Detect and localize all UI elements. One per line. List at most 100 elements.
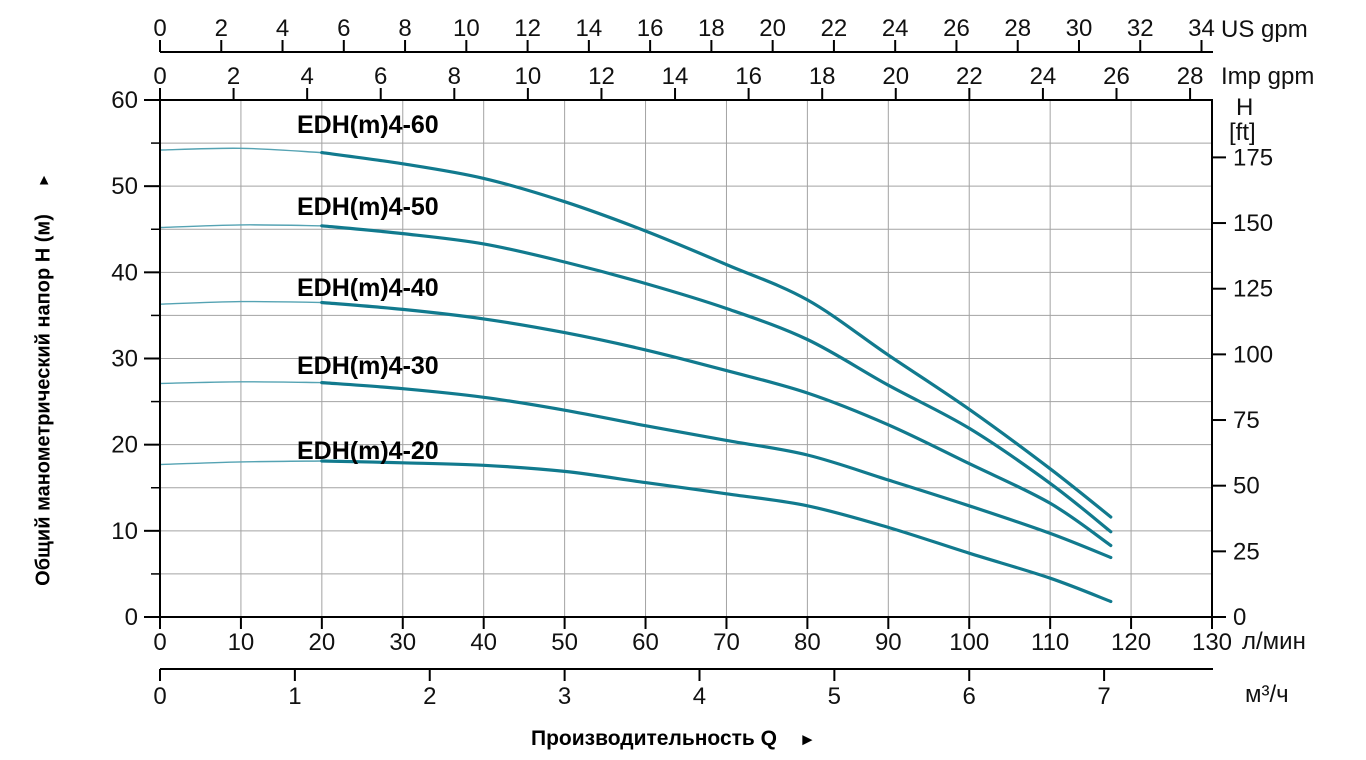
pump-curve-EDH(m)4-30 (320, 381, 1113, 560)
us-gpm-tick-label: 8 (398, 15, 411, 42)
curve-label-edhm4-30: EDH(m)4-30 (297, 352, 439, 380)
curve-label-edhm4-20: EDH(m)4-20 (297, 437, 439, 465)
us-gpm-tick-label: 16 (637, 15, 664, 42)
pump-curve-EDH(m)4-50 (320, 224, 1113, 534)
h-ft-tick-label: 0 (1233, 604, 1246, 631)
pump-curve-thin-EDH(m)4-40 (159, 300, 323, 305)
h-m-tick-label: 20 (111, 432, 138, 459)
imp-gpm-tick-label: 22 (956, 63, 983, 90)
us-gpm-tick-label: 24 (882, 15, 909, 42)
imp-gpm-unit-label: Imp gpm (1221, 63, 1315, 90)
m3h-tick-label: 4 (693, 683, 706, 710)
us-gpm-tick-label: 14 (576, 15, 603, 42)
lmin-tick-label: 90 (875, 629, 902, 656)
imp-gpm-tick-label: 14 (662, 63, 689, 90)
h-ft-tick-label: 150 (1233, 210, 1273, 237)
h-m-tick-label: 10 (111, 518, 138, 545)
imp-gpm-tick-label: 26 (1103, 63, 1130, 90)
m3h-axis (159, 668, 1213, 681)
lmin-tick-label: 130 (1192, 629, 1232, 656)
imp-gpm-tick-label: 0 (153, 63, 166, 90)
h-m-tick-label: 30 (111, 346, 138, 373)
pump-curve-EDH(m)4-60 (320, 151, 1113, 519)
m3h-unit-label: м³/ч (1245, 681, 1289, 708)
y-axis-arrow-icon: ▲ (36, 171, 52, 189)
us-gpm-tick-label: 18 (698, 15, 725, 42)
imp-gpm-tick-label: 6 (374, 63, 387, 90)
us-gpm-axis (159, 40, 1213, 53)
curve-label-edhm4-40: EDH(m)4-40 (297, 274, 439, 302)
m3h-tick-label: 6 (963, 683, 976, 710)
right-axis-ft-label: [ft] (1229, 119, 1256, 146)
h-ft-tick-label: 100 (1233, 341, 1273, 368)
lmin-tick-label: 50 (551, 629, 578, 656)
right-axis-h-label: H (1236, 94, 1254, 121)
us-gpm-tick-label: 34 (1188, 15, 1215, 42)
y-axis-title: Общий манометрический напор Н (м) (32, 214, 55, 586)
h-m-tick-label: 60 (111, 87, 138, 114)
pump-curve-thin-EDH(m)4-20 (159, 460, 323, 466)
us-gpm-tick-label: 22 (821, 15, 848, 42)
h-ft-tick-label: 175 (1233, 144, 1273, 171)
h-ft-tick-label: 25 (1233, 538, 1260, 565)
lmin-axis (159, 617, 1213, 629)
us-gpm-tick-label: 2 (215, 15, 228, 42)
lmin-tick-label: 80 (794, 629, 821, 656)
lmin-tick-label: 120 (1111, 629, 1151, 656)
left-axis (144, 99, 160, 618)
h-m-tick-label: 50 (111, 173, 138, 200)
m3h-tick-label: 5 (828, 683, 841, 710)
lmin-unit-label: л/мин (1242, 628, 1306, 655)
m3h-tick-label: 1 (288, 683, 301, 710)
imp-gpm-axis (159, 88, 1192, 100)
lmin-tick-label: 110 (1031, 629, 1069, 656)
pump-curve-EDH(m)4-20 (320, 459, 1113, 604)
us-gpm-unit-label: US gpm (1221, 16, 1308, 43)
lmin-tick-label: 40 (470, 629, 497, 656)
h-ft-tick-label: 125 (1233, 276, 1273, 303)
imp-gpm-tick-label: 28 (1177, 63, 1204, 90)
x-axis-title: Производительность Q (531, 727, 778, 750)
imp-gpm-tick-label: 2 (227, 63, 240, 90)
imp-gpm-tick-label: 24 (1030, 63, 1057, 90)
lmin-tick-label: 20 (308, 629, 335, 656)
right-axis (1212, 156, 1226, 618)
x-axis-title-group: Производительность Q ► (531, 727, 816, 751)
imp-gpm-tick-label: 8 (448, 63, 461, 90)
x-axis-arrow-icon: ► (799, 729, 816, 749)
us-gpm-tick-label: 10 (453, 15, 480, 42)
imp-gpm-tick-label: 18 (809, 63, 836, 90)
lmin-tick-label: 100 (949, 629, 989, 656)
curve-label-edhm4-60: EDH(m)4-60 (297, 111, 439, 139)
imp-gpm-tick-label: 10 (515, 63, 542, 90)
imp-gpm-tick-label: 16 (735, 63, 762, 90)
m3h-tick-label: 2 (423, 683, 436, 710)
us-gpm-tick-label: 30 (1066, 15, 1093, 42)
h-ft-tick-label: 75 (1233, 407, 1260, 434)
series-curves (159, 147, 1113, 604)
us-gpm-tick-label: 4 (276, 15, 289, 42)
lmin-tick-label: 60 (632, 629, 659, 656)
pump-curve-EDH(m)4-40 (320, 300, 1113, 548)
m3h-tick-label: 7 (1097, 683, 1110, 710)
us-gpm-tick-label: 26 (943, 15, 970, 42)
imp-gpm-tick-label: 20 (882, 63, 909, 90)
m3h-tick-label: 3 (558, 683, 571, 710)
pump-curve-thin-EDH(m)4-50 (159, 224, 323, 229)
us-gpm-tick-label: 12 (514, 15, 541, 42)
imp-gpm-tick-label: 12 (588, 63, 615, 90)
m3h-tick-label: 0 (153, 683, 166, 710)
lmin-tick-label: 0 (153, 629, 166, 656)
us-gpm-tick-label: 32 (1127, 15, 1154, 42)
h-m-tick-label: 40 (111, 259, 138, 286)
lmin-tick-label: 30 (389, 629, 416, 656)
us-gpm-tick-label: 28 (1004, 15, 1031, 42)
us-gpm-tick-label: 6 (337, 15, 350, 42)
us-gpm-tick-label: 20 (759, 15, 786, 42)
us-gpm-tick-label: 0 (153, 15, 166, 42)
lmin-tick-label: 70 (713, 629, 740, 656)
lmin-tick-label: 10 (228, 629, 255, 656)
pump-curve-thin-EDH(m)4-30 (159, 381, 323, 385)
